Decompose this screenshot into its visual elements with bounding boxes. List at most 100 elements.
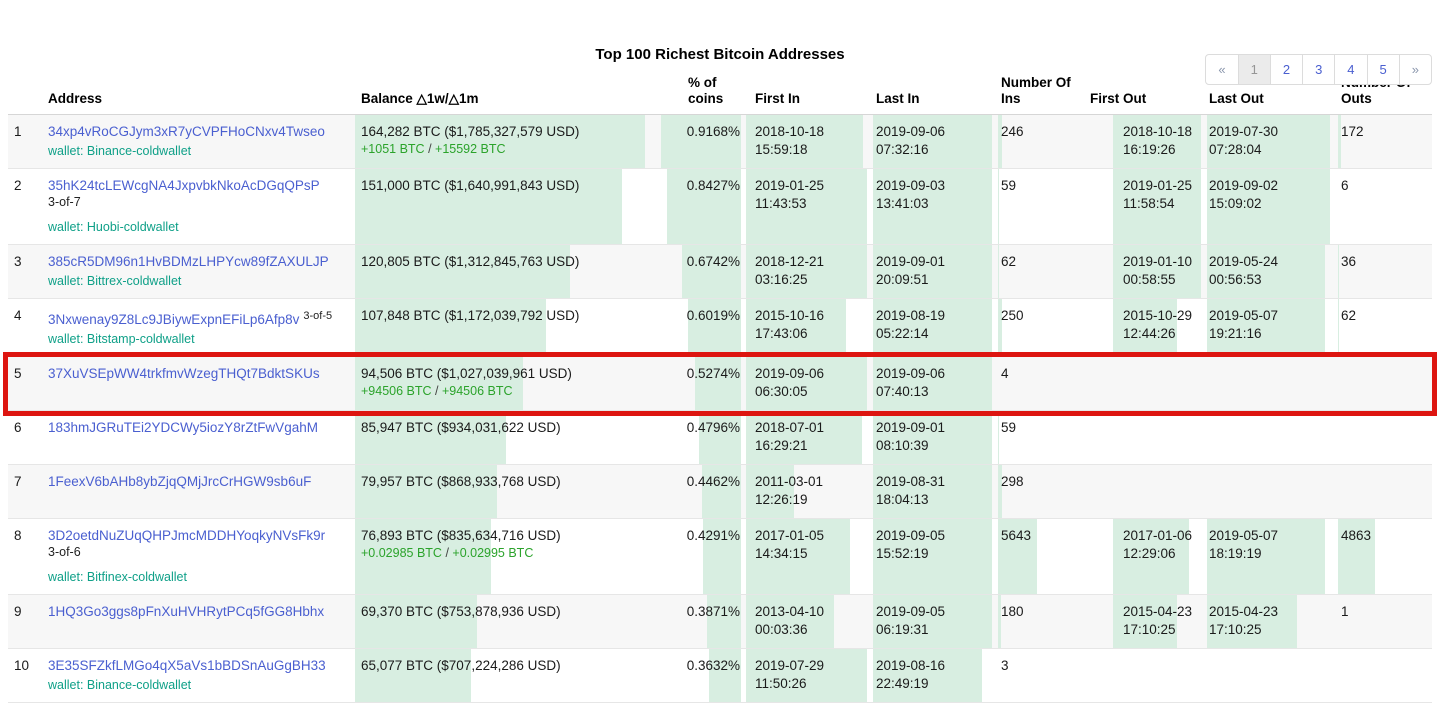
ins-cell: 62	[995, 245, 1085, 298]
last-in-cell: 2019-09-06 07:40:13	[870, 357, 995, 410]
first-in-value: 2017-01-05 14:34:15	[755, 527, 866, 563]
first-out-cell: 2017-01-06 12:29:06	[1085, 519, 1205, 594]
first-out-value: 2015-10-29 12:44:26	[1123, 307, 1201, 343]
first-out-value: 2017-01-06 12:29:06	[1123, 527, 1201, 563]
date-line: 2019-08-31	[876, 474, 946, 489]
last-in-value: 2019-08-16 22:49:19	[876, 657, 991, 693]
pagination-item[interactable]: 3	[1302, 54, 1336, 85]
wallet-link[interactable]: wallet: Huobi-coldwallet	[48, 220, 179, 234]
last-out-value: 2015-04-23 17:10:25	[1209, 603, 1331, 639]
wallet-link[interactable]: wallet: Bittrex-coldwallet	[48, 274, 182, 288]
wallet-link[interactable]: wallet: Bitstamp-coldwallet	[48, 332, 195, 346]
address-link[interactable]: 1FeexV6bAHb8ybZjqQMjJrcCrHGW9sb6uF	[48, 474, 312, 489]
address-line: 34xp4vRoCGJym3xR7yCVPFHoCNxv4Twseo	[48, 123, 350, 141]
last-out-cell	[1205, 465, 1335, 518]
address-cell: 34xp4vRoCGJym3xR7yCVPFHoCNxv4Twseo wallet…	[46, 115, 354, 168]
last-out-value: 2019-07-30 07:28:04	[1209, 123, 1331, 159]
first-in-cell: 2018-12-21 03:16:25	[743, 245, 870, 298]
table-row: 8 3D2oetdNuZUqQHPJmcMDDHYoqkyNVsFk9r 3-of-…	[8, 519, 1432, 595]
first-out-cell	[1085, 357, 1205, 410]
time-line: 19:21:16	[1209, 326, 1262, 341]
date-line: 2019-09-06	[876, 366, 946, 381]
first-in-value: 2019-07-29 11:50:26	[755, 657, 866, 693]
date-line: 2015-10-29	[1123, 308, 1193, 323]
ins-value: 59	[1001, 420, 1017, 435]
outs-value: 1	[1341, 604, 1349, 619]
time-line: 16:29:21	[755, 438, 808, 453]
balance-value: 79,957 BTC ($868,933,768 USD)	[361, 474, 561, 489]
percent-of-coins-cell: 0.3871%	[648, 595, 743, 648]
balance-cell: 94,506 BTC ($1,027,039,961 USD) +94506 BT…	[354, 357, 648, 410]
address-link[interactable]: 35hK24tcLEWcgNA4JxpvbkNkoAcDGqQPsP	[48, 178, 320, 193]
table-row: 2 35hK24tcLEWcgNA4JxpvbkNkoAcDGqQPsP 3-of-…	[8, 169, 1432, 245]
percent-of-coins-cell: 0.5274%	[648, 357, 743, 410]
change-month: +94506 BTC	[441, 384, 513, 398]
balance-cell: 151,000 BTC ($1,640,991,843 USD)	[354, 169, 648, 244]
outs-cell	[1335, 465, 1430, 518]
first-in-cell: 2015-10-16 17:43:06	[743, 299, 870, 356]
date-line: 2018-12-21	[755, 254, 825, 269]
address-link[interactable]: 34xp4vRoCGJym3xR7yCVPFHoCNxv4Twseo	[48, 124, 325, 139]
first-in-value: 2018-12-21 03:16:25	[755, 253, 866, 289]
address-link[interactable]: 3Nxwenay9Z8Lc9JBiywExpnEFiLp6Afp8v	[48, 312, 300, 327]
time-line: 15:52:19	[876, 546, 929, 561]
address-link[interactable]: 3D2oetdNuZUqQHPJmcMDDHYoqkyNVsFk9r	[48, 528, 326, 543]
time-line: 00:58:55	[1123, 272, 1176, 287]
last-out-cell: 2019-07-30 07:28:04	[1205, 115, 1335, 168]
time-line: 18:04:13	[876, 492, 929, 507]
address-cell: 1HQ3Go3ggs8pFnXuHVHRytPCq5fGG8Hbhx	[46, 595, 354, 648]
multisig-label: 3-of-6	[48, 545, 81, 559]
time-line: 00:56:53	[1209, 272, 1262, 287]
time-line: 11:43:53	[755, 196, 807, 211]
outs-value: 6	[1341, 178, 1349, 193]
last-in-cell: 2019-08-16 22:49:19	[870, 649, 995, 702]
rank-cell: 3	[8, 245, 46, 298]
address-link[interactable]: 183hmJGRuTEi2YDCWy5iozY8rZtFwVgahM	[48, 420, 318, 435]
date-line: 2019-01-10	[1123, 254, 1193, 269]
last-out-value: 2019-09-02 15:09:02	[1209, 177, 1331, 213]
wallet-link[interactable]: wallet: Binance-coldwallet	[48, 144, 192, 158]
outs-cell	[1335, 411, 1430, 464]
outs-cell: 36	[1335, 245, 1430, 298]
percent-of-coins-value: 0.5274%	[686, 366, 740, 381]
percent-of-coins-cell: 0.6019%	[648, 299, 743, 356]
ins-value: 3	[1001, 658, 1009, 673]
pagination-item[interactable]: 5	[1366, 54, 1400, 85]
pagination-item[interactable]: «	[1205, 54, 1239, 85]
column-header-pct: % of coins	[688, 75, 724, 106]
address-line: 37XuVSEpWW4trkfmvWzegTHQt7BdktSKUs	[48, 365, 350, 383]
pagination-item[interactable]: »	[1398, 54, 1432, 85]
date-line: 2019-09-05	[876, 528, 946, 543]
wallet-link[interactable]: wallet: Binance-coldwallet	[48, 678, 192, 692]
rich-list-table: Address Balance △1w/△1m % of coins First In…	[8, 63, 1432, 703]
ins-cell: 4	[995, 357, 1085, 410]
first-in-cell: 2013-04-10 00:03:36	[743, 595, 870, 648]
change-week: +94506 BTC	[361, 384, 432, 398]
ins-cell: 250	[995, 299, 1085, 356]
address-link[interactable]: 385cR5DM96n1HvBDMzLHPYcw89fZAXULJP	[48, 254, 329, 269]
ins-value: 62	[1001, 254, 1017, 269]
address-link[interactable]: 3E35SFZkfLMGo4qX5aVs1bBDSnAuGgBH33	[48, 658, 326, 673]
change-week: +0.02985 BTC	[361, 546, 442, 560]
percent-of-coins-value: 0.8427%	[686, 178, 740, 193]
first-in-cell: 2018-10-18 15:59:18	[743, 115, 870, 168]
balance-value: 94,506 BTC ($1,027,039,961 USD)	[361, 366, 572, 381]
time-line: 15:59:18	[755, 142, 808, 157]
column-header-last_out: Last Out	[1209, 91, 1264, 106]
time-line: 06:30:05	[755, 384, 808, 399]
pagination-item[interactable]: 4	[1334, 54, 1368, 85]
percent-of-coins-cell: 0.4462%	[648, 465, 743, 518]
wallet-link[interactable]: wallet: Bitfinex-coldwallet	[48, 570, 187, 584]
address-cell: 183hmJGRuTEi2YDCWy5iozY8rZtFwVgahM	[46, 411, 354, 464]
address-link[interactable]: 1HQ3Go3ggs8pFnXuHVHRytPCq5fGG8Hbhx	[48, 604, 325, 619]
rank-value: 4	[14, 308, 22, 323]
date-line: 2015-04-23	[1209, 604, 1279, 619]
address-link[interactable]: 37XuVSEpWW4trkfmvWzegTHQt7BdktSKUs	[48, 366, 320, 381]
rank-cell: 7	[8, 465, 46, 518]
date-line: 2015-04-23	[1123, 604, 1193, 619]
pagination-page-current[interactable]: 1	[1237, 54, 1271, 85]
first-in-cell: 2019-09-06 06:30:05	[743, 357, 870, 410]
pagination-item[interactable]: 2	[1269, 54, 1304, 85]
last-out-cell: 2015-04-23 17:10:25	[1205, 595, 1335, 648]
date-line: 2019-07-30	[1209, 124, 1279, 139]
